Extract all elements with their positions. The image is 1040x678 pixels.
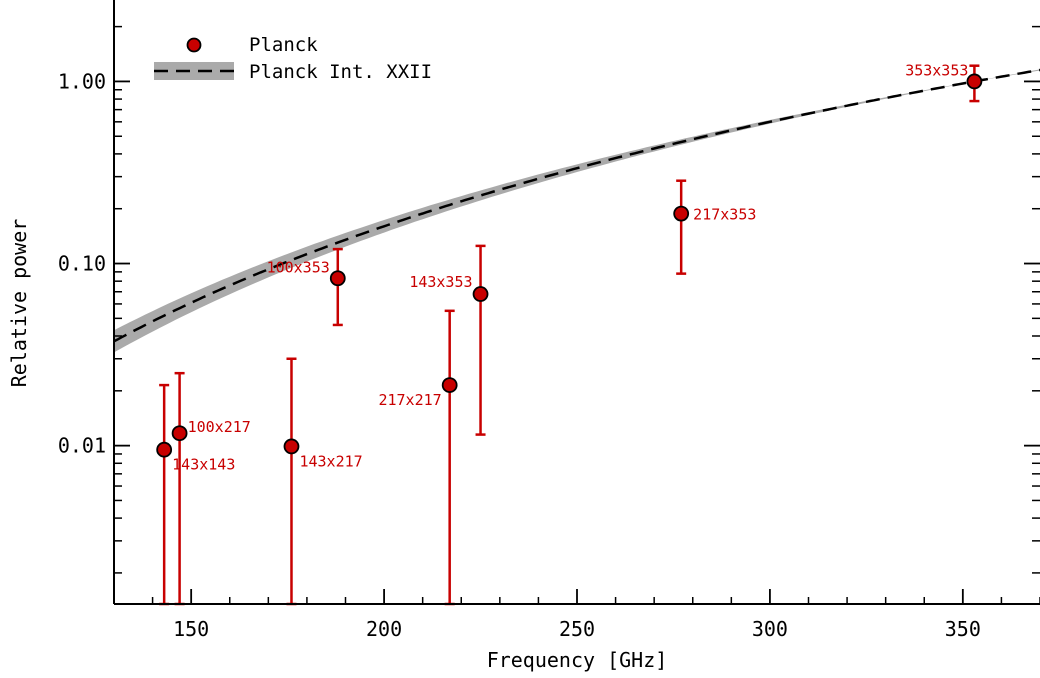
point-label-100x217: 100x217 (188, 418, 251, 436)
x-tick-label: 200 (366, 617, 402, 641)
point-label-100x353: 100x353 (267, 258, 330, 276)
x-tick-label: 300 (752, 617, 788, 641)
data-point-217x217 (441, 309, 458, 606)
point-marker (171, 425, 188, 442)
data-points (156, 64, 983, 606)
data-point-143x353 (472, 244, 489, 436)
point-marker (441, 377, 458, 393)
data-point-100x217 (171, 371, 188, 606)
tick-labels: 150 200 250 300 350 0.01 0.10 1.00 (58, 69, 981, 641)
point-label-217x217: 217x217 (378, 391, 441, 409)
data-point-353x353 (966, 64, 983, 103)
point-marker (673, 205, 690, 222)
x-tick-label: 350 (945, 617, 981, 641)
model-uncertainty-band (114, 69, 1040, 353)
data-point-100x353 (329, 247, 346, 327)
legend-planck-label: Planck (249, 34, 318, 56)
point-label-143x143: 143x143 (172, 456, 235, 474)
point-label-143x217: 143x217 (299, 452, 362, 470)
y-tick-label: 0.10 (58, 252, 106, 276)
point-marker (472, 286, 489, 302)
model-band-area (114, 69, 1040, 353)
data-point-143x143 (156, 383, 173, 606)
x-tick-label: 150 (173, 617, 209, 641)
y-tick-label: 1.00 (58, 69, 106, 93)
point-marker (966, 73, 983, 90)
point-label-143x353: 143x353 (409, 273, 472, 291)
y-tick-label: 0.01 (58, 434, 106, 458)
plot-frame (113, 0, 1040, 605)
legend-planck-marker (186, 37, 202, 53)
x-axis-label: Frequency [GHz] (487, 648, 668, 672)
point-label-353x353: 353x353 (905, 61, 968, 79)
model-curve (114, 68, 1040, 343)
model-dashed-line (114, 68, 1040, 343)
axis-ticks (113, 25, 1040, 604)
legend-band-swatch (154, 62, 234, 80)
x-tick-label: 250 (559, 617, 595, 641)
legend-model-label: Planck Int. XXII (249, 61, 432, 83)
point-marker (283, 438, 300, 455)
point-label-217x353: 217x353 (693, 206, 756, 224)
data-point-217x353 (673, 179, 690, 275)
legend: Planck Planck Int. XXII (154, 34, 432, 83)
point-labels: 143x143 100x217 143x217 100x353 217x217 143x3… (172, 61, 968, 473)
y-axis-label: Relative power (7, 219, 31, 388)
data-point-143x217 (283, 357, 300, 606)
point-marker (156, 441, 173, 458)
point-marker (329, 270, 346, 287)
